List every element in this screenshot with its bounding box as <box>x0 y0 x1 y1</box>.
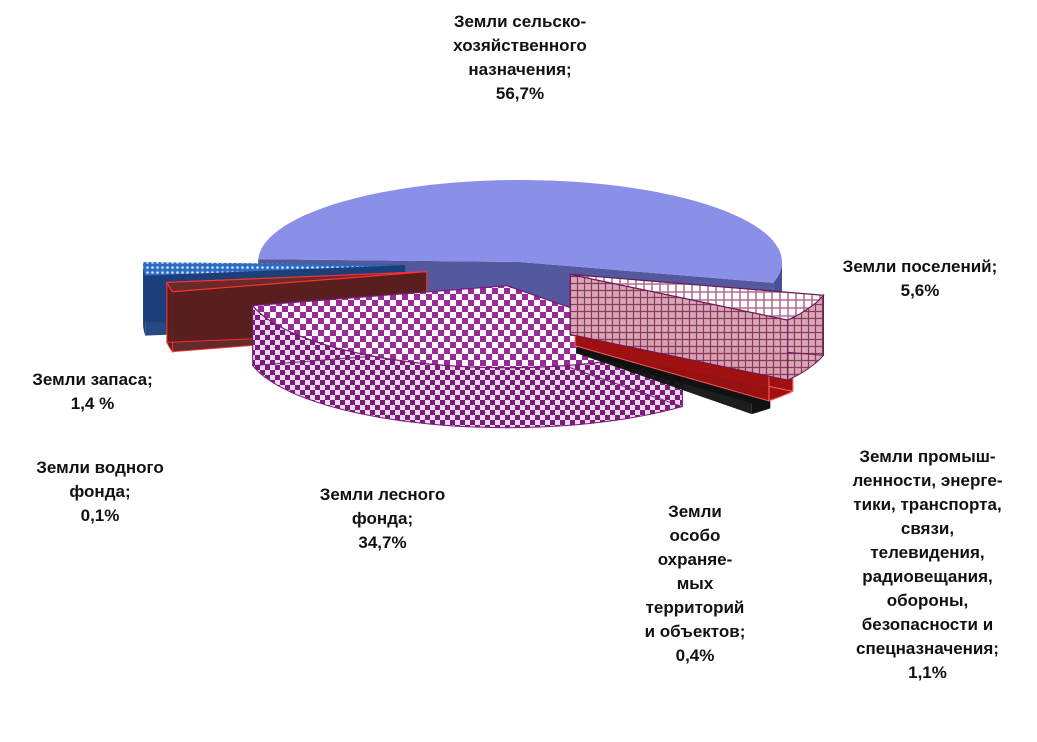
pie-slice-1 <box>569 273 825 381</box>
label-water: Земли водного фонда; 0,1% <box>36 458 164 525</box>
label-agricultural: Земли сельско- хозяйственного назначения… <box>453 12 587 103</box>
label-forest: Земли лесного фонда; 34,7% <box>319 485 446 552</box>
slice-top-6 <box>143 262 406 276</box>
slice-top-0 <box>258 180 782 283</box>
label-reserve: Земли запаса; 1,4 % <box>32 370 153 413</box>
label-protected: Земли особо охраняе- мых территорий и об… <box>644 502 746 665</box>
label-industry: Земли промыш- ленности, энерге- тики, тр… <box>852 447 1003 682</box>
label-settlements: Земли поселений; 5,6% <box>842 257 998 300</box>
pie-slice-5 <box>165 271 428 354</box>
slice-top-1 <box>569 273 825 321</box>
slice-top-5 <box>165 271 427 293</box>
